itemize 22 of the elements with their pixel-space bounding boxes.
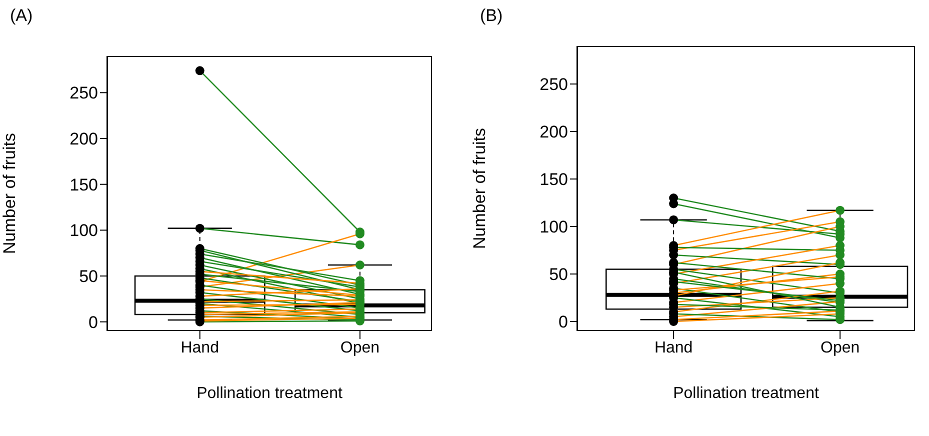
y-tick-label: 100 (540, 218, 568, 237)
y-tick-label: 0 (88, 312, 98, 332)
y-tick-label: 200 (540, 122, 568, 142)
x-axis-title: Pollination treatment (673, 385, 820, 402)
y-tick-label: 250 (70, 84, 98, 103)
chart-title: (B) (480, 6, 503, 26)
x-tick-label: Hand (654, 339, 693, 356)
x-tick-label: Hand (180, 339, 219, 356)
y-axis-title: Number of fruits (470, 128, 490, 249)
y-tick-label: 200 (70, 130, 98, 149)
y-tick-label: 250 (540, 75, 568, 94)
y-tick-label: 150 (540, 170, 568, 190)
x-tick-label: Open (820, 339, 860, 356)
y-tick-label: 50 (79, 267, 98, 286)
chart-title: (A) (10, 6, 33, 26)
y-tick-label: 100 (70, 221, 98, 240)
y-tick-label: 50 (549, 265, 568, 284)
x-tick-label: Open (340, 339, 380, 356)
y-tick-label: 150 (70, 175, 98, 194)
y-axis-title: Number of fruits (0, 133, 20, 254)
x-axis-title: Pollination treatment (196, 385, 343, 402)
y-tick-label: 0 (558, 312, 568, 332)
